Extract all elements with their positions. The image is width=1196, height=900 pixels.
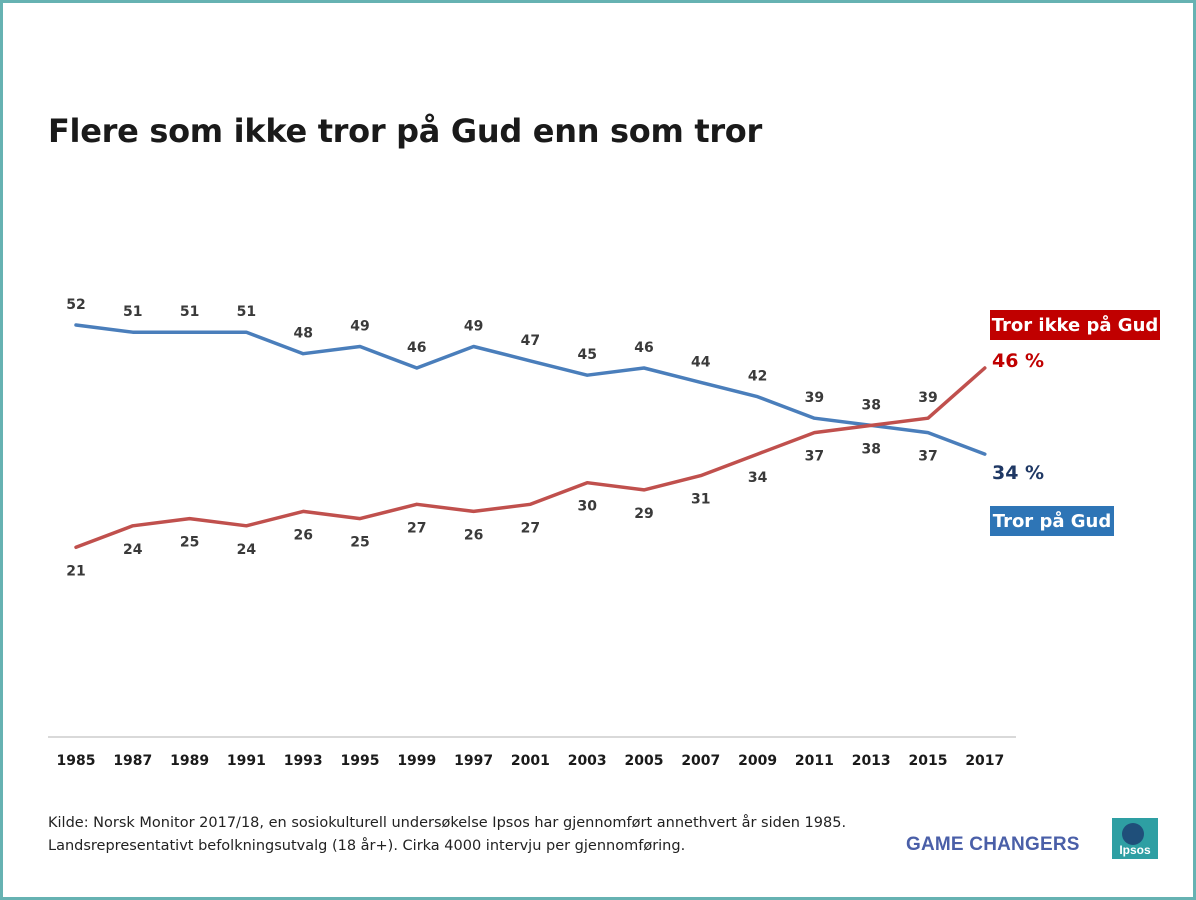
end-label-tror-ikke-pa-gud: 46 %	[992, 350, 1044, 372]
x-tick-label: 1989	[170, 753, 209, 769]
x-tick-label: 1991	[227, 753, 266, 769]
data-label-tror-pa-gud: 46	[634, 340, 653, 356]
data-label-tror-pa-gud: 49	[464, 319, 483, 335]
ipsos-logo-text: Ipsos	[1119, 843, 1151, 857]
x-tick-label: 1993	[284, 753, 323, 769]
data-label-tror-ikke-pa-gud: 38	[861, 441, 880, 457]
data-label-tror-pa-gud: 37	[918, 449, 937, 465]
data-label-tror-pa-gud: 49	[350, 319, 369, 335]
x-tick-label: 2011	[795, 753, 834, 769]
data-label-tror-ikke-pa-gud: 29	[634, 506, 653, 522]
legend-tror-ikke-pa-gud-text: Tror ikke på Gud	[992, 314, 1159, 336]
data-label-tror-pa-gud: 48	[293, 326, 312, 342]
x-tick-label: 1997	[454, 753, 493, 769]
x-tick-label: 1995	[341, 753, 380, 769]
ipsos-logo: Ipsos	[1112, 818, 1158, 859]
x-tick-label: 2005	[625, 753, 664, 769]
data-label-tror-ikke-pa-gud: 30	[577, 499, 597, 515]
chart-title: Flere som ikke tror på Gud enn som tror	[48, 112, 762, 150]
data-label-tror-ikke-pa-gud: 21	[66, 563, 85, 579]
data-label-tror-pa-gud: 45	[577, 347, 596, 363]
data-label-tror-ikke-pa-gud: 24	[237, 542, 257, 558]
data-label-tror-pa-gud: 46	[407, 340, 426, 356]
source-line-2: Landsrepresentativt befolkningsutvalg (1…	[48, 838, 686, 854]
x-tick-label: 2017	[965, 753, 1004, 769]
data-label-tror-ikke-pa-gud: 39	[918, 390, 937, 406]
x-tick-label: 2015	[909, 753, 948, 769]
end-label-tror-pa-gud: 34 %	[992, 462, 1044, 484]
data-label-tror-pa-gud: 38	[861, 397, 880, 413]
series-line-tror-pa-gud	[74, 323, 987, 456]
x-tick-label: 1985	[57, 753, 96, 769]
x-tick-label: 1987	[113, 753, 152, 769]
game-changers-logo: GAME CHANGERS	[906, 834, 1080, 855]
data-label-tror-ikke-pa-gud: 27	[521, 520, 540, 536]
x-tick-label: 2013	[852, 753, 891, 769]
data-label-tror-ikke-pa-gud: 37	[805, 449, 824, 465]
x-tick-label: 2003	[568, 753, 607, 769]
data-label-tror-ikke-pa-gud: 27	[407, 520, 426, 536]
data-label-tror-pa-gud: 51	[237, 304, 256, 320]
x-tick-label: 2001	[511, 753, 550, 769]
data-label-tror-pa-gud: 42	[748, 369, 767, 385]
x-tick-label: 1999	[397, 753, 436, 769]
data-label-tror-ikke-pa-gud: 26	[293, 527, 312, 543]
legend-tror-ikke-pa-gud-box	[990, 310, 1160, 340]
data-label-tror-ikke-pa-gud: 25	[350, 535, 369, 551]
data-label-tror-ikke-pa-gud: 25	[180, 535, 199, 551]
x-tick-label: 2009	[738, 753, 777, 769]
data-label-tror-pa-gud: 44	[691, 354, 711, 370]
x-tick-label: 2007	[681, 753, 720, 769]
ipsos-logo-circle	[1122, 823, 1144, 845]
data-label-tror-ikke-pa-gud: 31	[691, 492, 710, 508]
data-label-tror-pa-gud: 39	[805, 390, 824, 406]
data-label-tror-ikke-pa-gud: 24	[123, 542, 143, 558]
legend-tror-pa-gud-box	[990, 506, 1114, 536]
source-line-1: Kilde: Norsk Monitor 2017/18, en sosioku…	[48, 815, 847, 831]
data-label-tror-pa-gud: 51	[180, 304, 199, 320]
data-label-tror-pa-gud: 51	[123, 304, 142, 320]
series-line-tror-ikke-pa-gud	[74, 366, 987, 550]
data-label-tror-pa-gud: 52	[66, 297, 85, 313]
source-note: Kilde: Norsk Monitor 2017/18, en sosioku…	[48, 812, 846, 858]
data-label-tror-pa-gud: 47	[521, 333, 540, 349]
data-label-tror-ikke-pa-gud: 34	[748, 470, 768, 486]
data-label-tror-ikke-pa-gud: 26	[464, 527, 483, 543]
legend-tror-pa-gud-text: Tror på Gud	[993, 510, 1111, 532]
